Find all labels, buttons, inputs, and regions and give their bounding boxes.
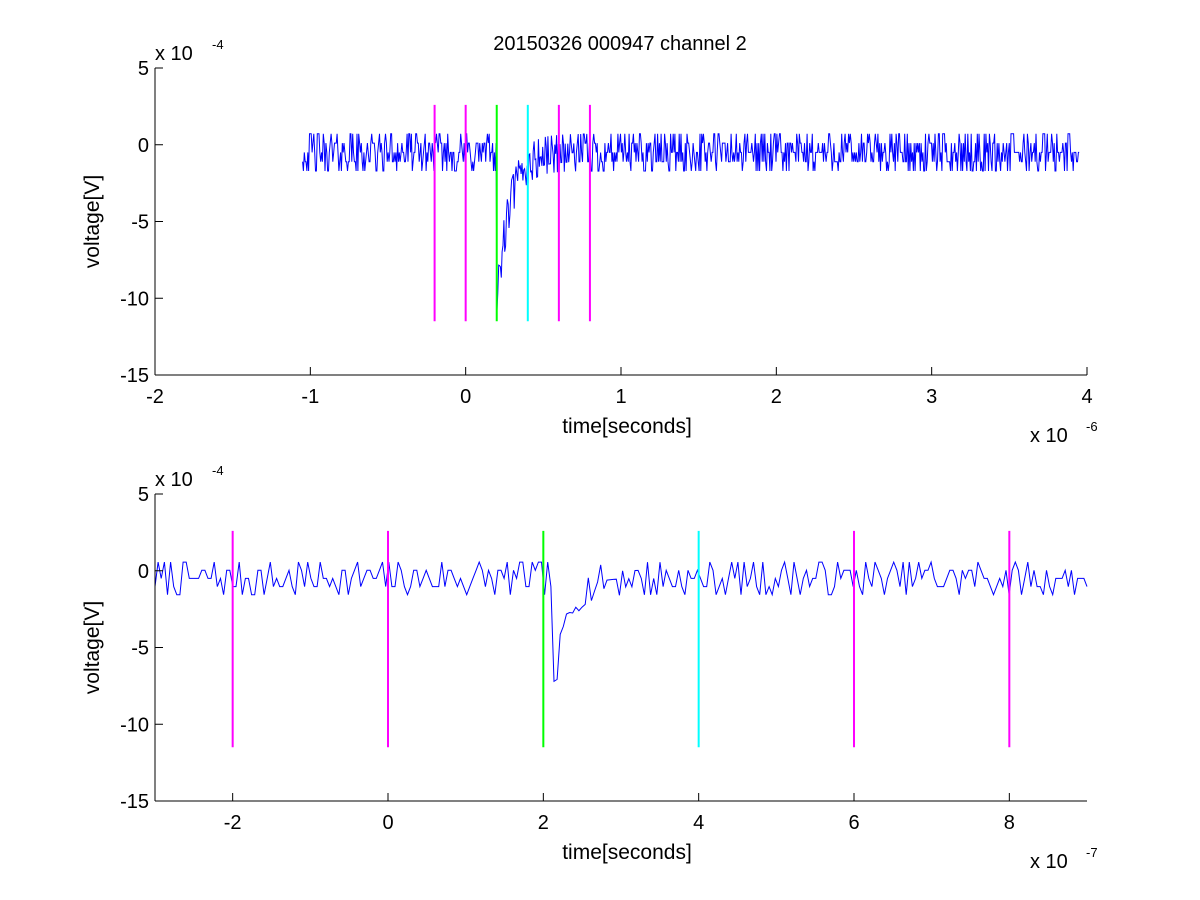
x-tick-label: 8: [1004, 812, 1015, 834]
bottom-plot: -2 0 2 4 6 8 5 0 -5 -10 -15 time[seconds] voltage[V]…: [81, 463, 1098, 873]
x-axis-label: time[seconds]: [562, 841, 692, 864]
x-tick-label: 0: [382, 812, 393, 834]
x-tick-label: -2: [224, 812, 242, 834]
x-tick-label: 2: [538, 812, 549, 834]
signal-trace: [154, 560, 1088, 683]
y-tick-label: -15: [120, 791, 149, 813]
x-tick-label: 4: [1081, 386, 1092, 408]
x-tick-label: 6: [848, 812, 859, 834]
x-tick-label: 1: [615, 386, 626, 408]
y-axis-multiplier-exponent: -4: [212, 463, 224, 478]
y-tick-label: -5: [131, 212, 149, 234]
y-tick-label: 0: [138, 135, 149, 157]
y-axis-label: voltage[V]: [81, 601, 104, 694]
x-axis-multiplier: x 10: [1030, 851, 1068, 873]
x-tick-label: 3: [926, 386, 937, 408]
x-tick-label: 4: [693, 812, 704, 834]
y-tick-label: -10: [120, 288, 149, 310]
y-axis-label: voltage[V]: [81, 175, 104, 268]
y-tick-label: -10: [120, 714, 149, 736]
top-plot: -2 -1 0 1 2 3 450-5-10-15time[seconds]voltage[…: [81, 37, 1098, 447]
x-axis-label: time[seconds]: [562, 415, 692, 438]
y-axis-multiplier: x 10: [155, 43, 193, 65]
y-tick-label: -5: [131, 638, 149, 660]
x-axis-multiplier-exponent: -7: [1086, 845, 1098, 860]
x-tick-label: 0: [460, 386, 471, 408]
figure-title: 20150326 000947 channel 2: [493, 33, 747, 55]
y-tick-label: 5: [138, 58, 149, 80]
y-tick-label: -15: [120, 365, 149, 387]
x-tick-label: -1: [301, 386, 319, 408]
x-tick-label: -2: [146, 386, 164, 408]
y-axis-multiplier: x 10: [155, 469, 193, 491]
signal-trace: [302, 133, 1080, 313]
x-tick-label: 2: [771, 386, 782, 408]
x-axis-multiplier-exponent: -6: [1086, 419, 1098, 434]
y-axis-multiplier-exponent: -4: [212, 37, 224, 52]
x-axis-multiplier: x 10: [1030, 425, 1068, 447]
y-tick-label: 0: [138, 561, 149, 583]
y-tick-label: 5: [138, 484, 149, 506]
